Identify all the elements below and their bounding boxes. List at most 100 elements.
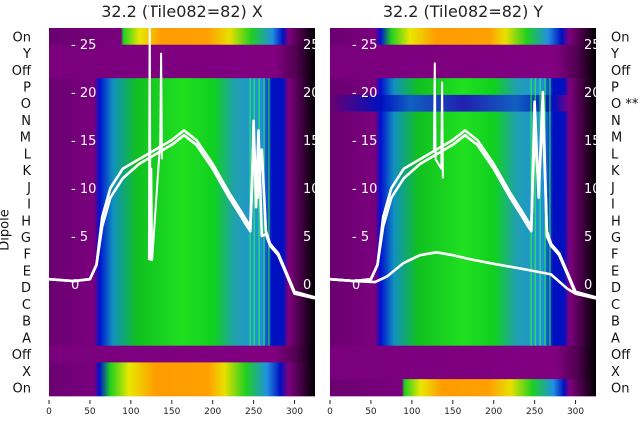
x-tick-label: 150	[163, 407, 180, 417]
row-label: H	[611, 214, 621, 229]
row-label: X	[22, 365, 31, 380]
row-label: X	[611, 365, 620, 380]
x-tick-label: 300	[567, 407, 584, 417]
heatmap-row	[330, 295, 596, 313]
row-label: G	[21, 231, 31, 246]
heatmap-row	[330, 28, 596, 46]
x-tick-label: 100	[403, 407, 420, 417]
inner-y-tick-label-right: 5	[584, 230, 592, 245]
y-axis-label: Dipole	[0, 209, 13, 250]
row-label: On	[13, 381, 31, 396]
row-label: A	[611, 331, 620, 346]
x-tick-label: 50	[365, 407, 377, 417]
x-tick-label: 0	[46, 407, 52, 417]
row-label: K	[611, 164, 620, 179]
row-label: Y	[22, 47, 31, 62]
series-line-spike	[432, 62, 444, 179]
row-label: D	[21, 281, 31, 296]
x-tick-label: 150	[444, 407, 461, 417]
row-label: M	[20, 131, 31, 146]
row-label: L	[24, 147, 32, 162]
row-label: O	[21, 97, 31, 112]
heatmap-row	[330, 94, 596, 113]
inner-y-tick-label-right: 15	[303, 134, 320, 149]
heatmap-row	[49, 228, 315, 246]
heatmap-row	[330, 228, 596, 246]
row-label: Off	[12, 348, 32, 363]
heatmap-row	[49, 295, 315, 313]
heatmap-row	[330, 78, 596, 96]
row-label: C	[611, 298, 620, 313]
series-line-spike	[147, 4, 163, 261]
x-tick-label: 50	[84, 407, 96, 417]
row-label: D	[611, 281, 621, 296]
inner-y-tick-label-right: 25	[584, 38, 601, 53]
x-tick-label: 250	[245, 407, 262, 417]
row-label: Y	[610, 47, 619, 62]
row-label: F	[24, 248, 31, 263]
heatmap-row	[330, 211, 596, 230]
row-label: B	[22, 315, 31, 330]
series-line-trace2	[48, 129, 316, 299]
panel-y: 32.2 (Tile082=82) Y On Y Off PO ** NMLKJIHGFE…	[327, 2, 639, 417]
heatmap-row	[49, 362, 315, 380]
heatmap-row	[330, 262, 596, 280]
inner-y-tick-label-right: 10	[303, 182, 320, 197]
heatmap-stripe	[268, 78, 270, 346]
panel-title: 32.2 (Tile082=82) Y	[383, 2, 544, 21]
heatmap-row	[49, 78, 315, 96]
heatmap-row	[330, 379, 596, 397]
heatmap-stripe	[258, 78, 260, 346]
inner-y-tick-label: - 15	[352, 134, 377, 149]
inner-y-tick-label: - 10	[71, 182, 96, 197]
row-label: B	[611, 315, 620, 330]
inner-y-tick-label: - 20	[352, 86, 377, 101]
x-tick-label: 200	[485, 407, 502, 417]
heatmap-row	[49, 312, 315, 330]
panel-x: 32.2 (Tile082=82) X On Y Off PONMLKJIHGFEDCB…	[12, 2, 320, 417]
x-tick-label: 200	[204, 407, 221, 417]
heatmap-row	[330, 362, 596, 380]
heatmap-row	[49, 111, 315, 129]
heatmap-row	[49, 44, 315, 62]
inner-y-tick-label: - 5	[352, 230, 369, 245]
inner-y-tick-label: - 15	[71, 134, 96, 149]
heatmap-row	[49, 161, 315, 179]
series-line-trace2	[329, 109, 597, 299]
heatmap-row	[330, 161, 596, 179]
row-label: H	[21, 214, 31, 229]
inner-y-tick-label: - 25	[71, 38, 96, 53]
row-label: E	[23, 264, 31, 279]
heatmap-row	[49, 278, 315, 297]
x-tick-label: 300	[286, 407, 303, 417]
inner-y-tick-label: - 25	[352, 38, 377, 53]
row-label: P	[611, 81, 619, 96]
heatmap-row	[49, 61, 315, 79]
x-tick-label: 250	[526, 407, 543, 417]
inner-y-tick-label: - 20	[71, 86, 96, 101]
heatmap-row	[330, 61, 596, 79]
inner-y-tick-label: 0	[352, 278, 360, 293]
row-label: Off	[611, 64, 631, 79]
heatmap-row	[49, 345, 315, 363]
heatmap-row	[330, 312, 596, 330]
heatmap-row	[330, 44, 596, 62]
row-label: C	[22, 298, 31, 313]
inner-y-tick-label-right: 25	[303, 38, 320, 53]
heatmap-row	[49, 245, 315, 263]
series-line-low_trace	[329, 251, 597, 300]
inner-y-tick-label-right: 0	[584, 278, 592, 293]
row-label: J	[610, 181, 615, 196]
row-label: I	[27, 198, 31, 213]
row-label: P	[23, 81, 31, 96]
inner-y-tick-label-right: 20	[584, 86, 601, 101]
row-label: I	[611, 198, 615, 213]
row-label: M	[611, 131, 622, 146]
row-label: N	[611, 114, 621, 129]
heatmap-row	[330, 195, 596, 213]
heatmap-row	[49, 145, 315, 163]
row-label: G	[611, 231, 621, 246]
x-tick-label: 0	[327, 407, 333, 417]
row-label: A	[22, 331, 31, 346]
